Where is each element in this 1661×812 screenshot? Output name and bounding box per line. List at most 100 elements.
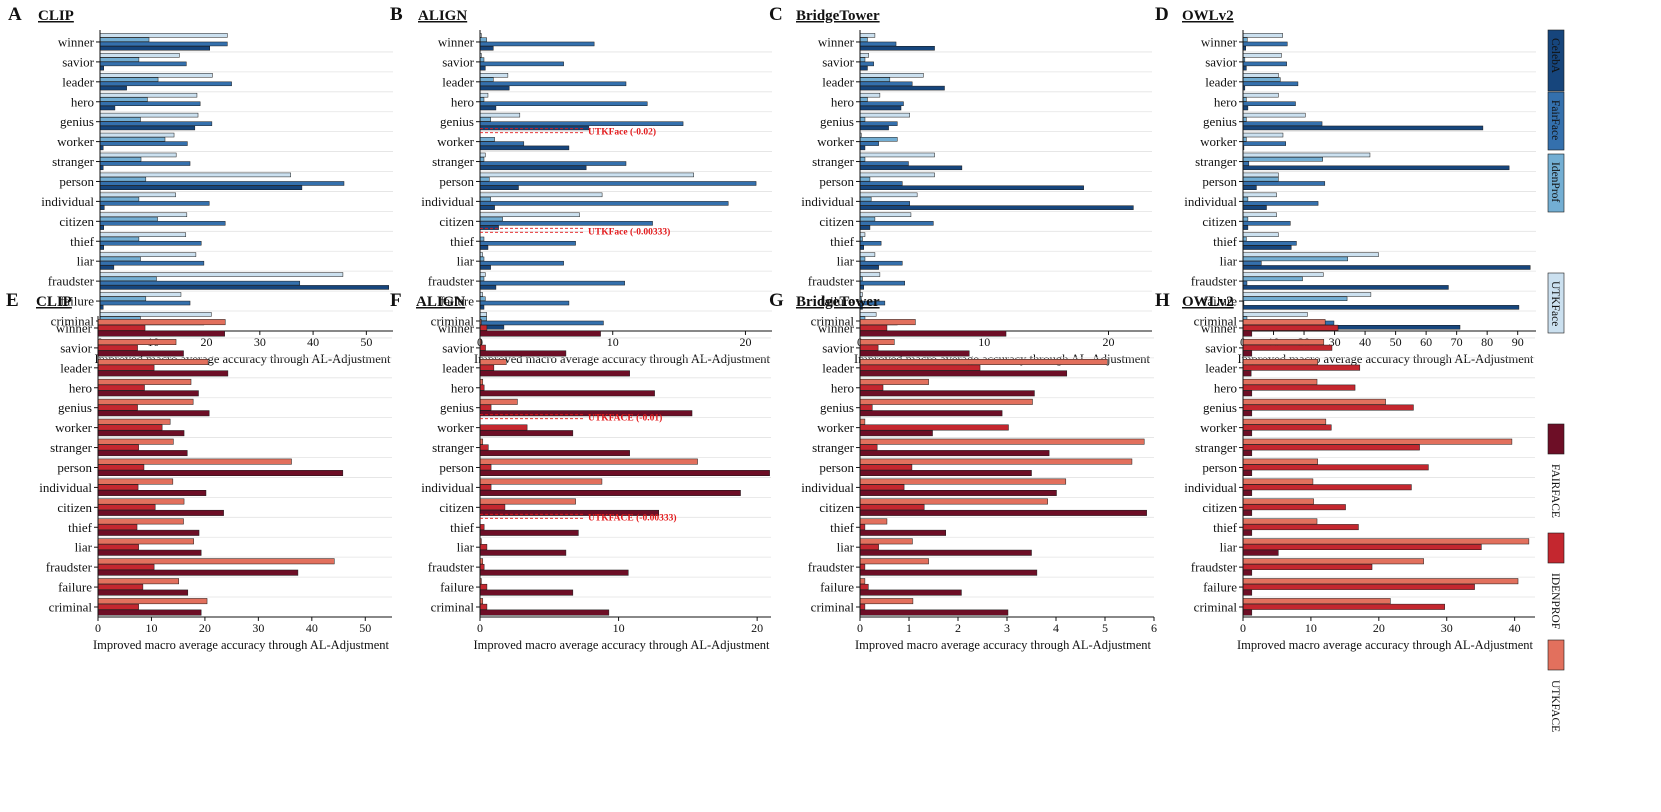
bar-idenprof-individual — [479, 484, 492, 491]
bar-fairface-person — [479, 470, 770, 476]
y-tick-label: criminal — [431, 599, 475, 614]
bar-fairface-criminal — [479, 609, 610, 616]
bar-fairface-thief — [99, 241, 202, 246]
legend-swatch-idenprof — [1547, 153, 1565, 213]
bar-idenprof-fraudster — [1242, 564, 1373, 570]
bar-celeba-individual — [99, 205, 105, 210]
x-tick-label: 50 — [1390, 335, 1402, 349]
legend-label: IdenProf — [1549, 162, 1561, 202]
bar-idenprof-thief — [1242, 236, 1247, 242]
bar-fairface-savior — [97, 350, 184, 357]
chart-panel-d: winner savior leader hero genius worker strang… — [1155, 4, 1536, 366]
bar-fairface-savior — [479, 350, 567, 357]
panel-title: BridgeTower — [796, 294, 880, 310]
x-tick-label: 2 — [955, 621, 961, 635]
bar-idenprof-stranger — [859, 444, 878, 451]
bar-utkface-thief — [99, 232, 187, 237]
bar-fairface-stranger — [1242, 161, 1250, 166]
bar-fairface-worker — [859, 430, 933, 437]
bar-utkface-individual — [1242, 478, 1314, 485]
bar-utkface-genius — [99, 112, 199, 118]
bar-utkface-stranger — [479, 152, 486, 158]
bar-idenprof-criminal — [97, 603, 139, 610]
y-tick-label: stranger — [432, 440, 475, 455]
y-tick-label: individual — [1184, 480, 1237, 495]
bar-idenprof-fraudster — [1242, 276, 1303, 282]
bar-fairface-citizen — [859, 221, 934, 226]
bar-idenprof-stranger — [859, 157, 866, 162]
bar-idenprof-person — [1242, 464, 1429, 471]
bar-fairface-stranger — [1242, 450, 1253, 457]
y-tick-label: criminal — [51, 313, 95, 328]
y-tick-label: thief — [450, 520, 474, 535]
bar-fairface-savior — [859, 350, 970, 357]
bar-fairface-liar — [97, 549, 202, 556]
bar-celeba-leader — [99, 85, 127, 91]
bar-idenprof-savior — [479, 57, 485, 62]
legend-label: FAIRFACE — [1549, 464, 1561, 518]
bar-utkface-hero — [1242, 92, 1279, 98]
bar-idenprof-liar — [99, 256, 141, 262]
bar-utkface-fraudster — [859, 558, 929, 565]
bar-fairface-fraudster — [1242, 569, 1253, 576]
bar-fairface-hero — [859, 390, 1035, 397]
bar-idenprof-liar — [859, 256, 866, 262]
x-tick-label: 10 — [613, 621, 625, 635]
bar-celeba-stranger — [479, 165, 587, 171]
bar-fairface-leader — [1242, 370, 1252, 377]
annotation-callout: UTKFACE (-0.01) — [480, 413, 662, 424]
bar-celeba-genius — [99, 125, 196, 131]
y-tick-label: genius — [440, 400, 474, 415]
y-tick-label: criminal — [1194, 313, 1238, 328]
y-tick-label: fraudster — [1191, 560, 1238, 575]
bar-fairface-thief — [859, 529, 946, 536]
bar-idenprof-person — [1242, 176, 1279, 182]
bar-idenprof-citizen — [1242, 216, 1249, 222]
bar-idenprof-worker — [859, 137, 898, 142]
bar-fairface-person — [1242, 470, 1253, 476]
bar-utkface-criminal — [859, 312, 877, 317]
bar-fairface-winner — [859, 41, 897, 47]
panel-letter: B — [390, 4, 403, 25]
bar-idenprof-leader — [1242, 364, 1361, 371]
bar-celeba-savior — [479, 65, 486, 71]
bar-fairface-worker — [479, 141, 525, 146]
x-axis-label: Improved macro average accuracy through … — [1237, 638, 1534, 652]
bar-fairface-worker — [1242, 430, 1253, 437]
bar-utkface-citizen — [859, 212, 912, 218]
bar-fairface-winner — [1242, 330, 1253, 337]
y-tick-label: hero — [69, 380, 92, 395]
bar-idenprof-fraudster — [97, 564, 155, 570]
panel-letter: G — [769, 290, 784, 311]
x-tick-label: 60 — [1420, 335, 1432, 349]
bar-celeba-worker — [479, 145, 570, 151]
bar-utkface-savior — [859, 339, 895, 345]
bar-utkface-thief — [1242, 232, 1279, 237]
y-tick-label: savior — [822, 340, 854, 355]
bar-celeba-leader — [859, 85, 945, 91]
bar-idenprof-savior — [99, 57, 140, 62]
y-tick-label: failure — [58, 580, 92, 595]
bar-fairface-hero — [859, 101, 904, 106]
y-tick-label: thief — [450, 234, 474, 249]
bar-fairface-hero — [479, 101, 648, 106]
bar-fairface-winner — [97, 330, 225, 337]
bar-fairface-failure — [1242, 589, 1253, 596]
y-tick-label: leader — [442, 74, 474, 89]
bar-idenprof-winner — [1242, 324, 1339, 331]
bar-utkface-citizen — [1242, 498, 1314, 505]
bar-fairface-stranger — [97, 450, 188, 457]
x-tick-label: 5 — [1102, 621, 1108, 635]
bar-fairface-winner — [479, 330, 601, 337]
bar-celeba-savior — [99, 65, 104, 71]
y-tick-label: hero — [1214, 380, 1237, 395]
bar-idenprof-hero — [859, 384, 884, 391]
chart-panel-h: winner savior leader hero genius worker strang… — [1155, 290, 1535, 652]
bar-utkface-winner — [859, 319, 916, 326]
bar-fairface-stranger — [99, 161, 191, 166]
bar-idenprof-hero — [97, 384, 145, 391]
bar-idenprof-leader — [1242, 77, 1281, 82]
y-tick-label: stranger — [1195, 154, 1238, 169]
chart-panel-a: winner savior leader hero genius worker strang… — [8, 4, 393, 366]
